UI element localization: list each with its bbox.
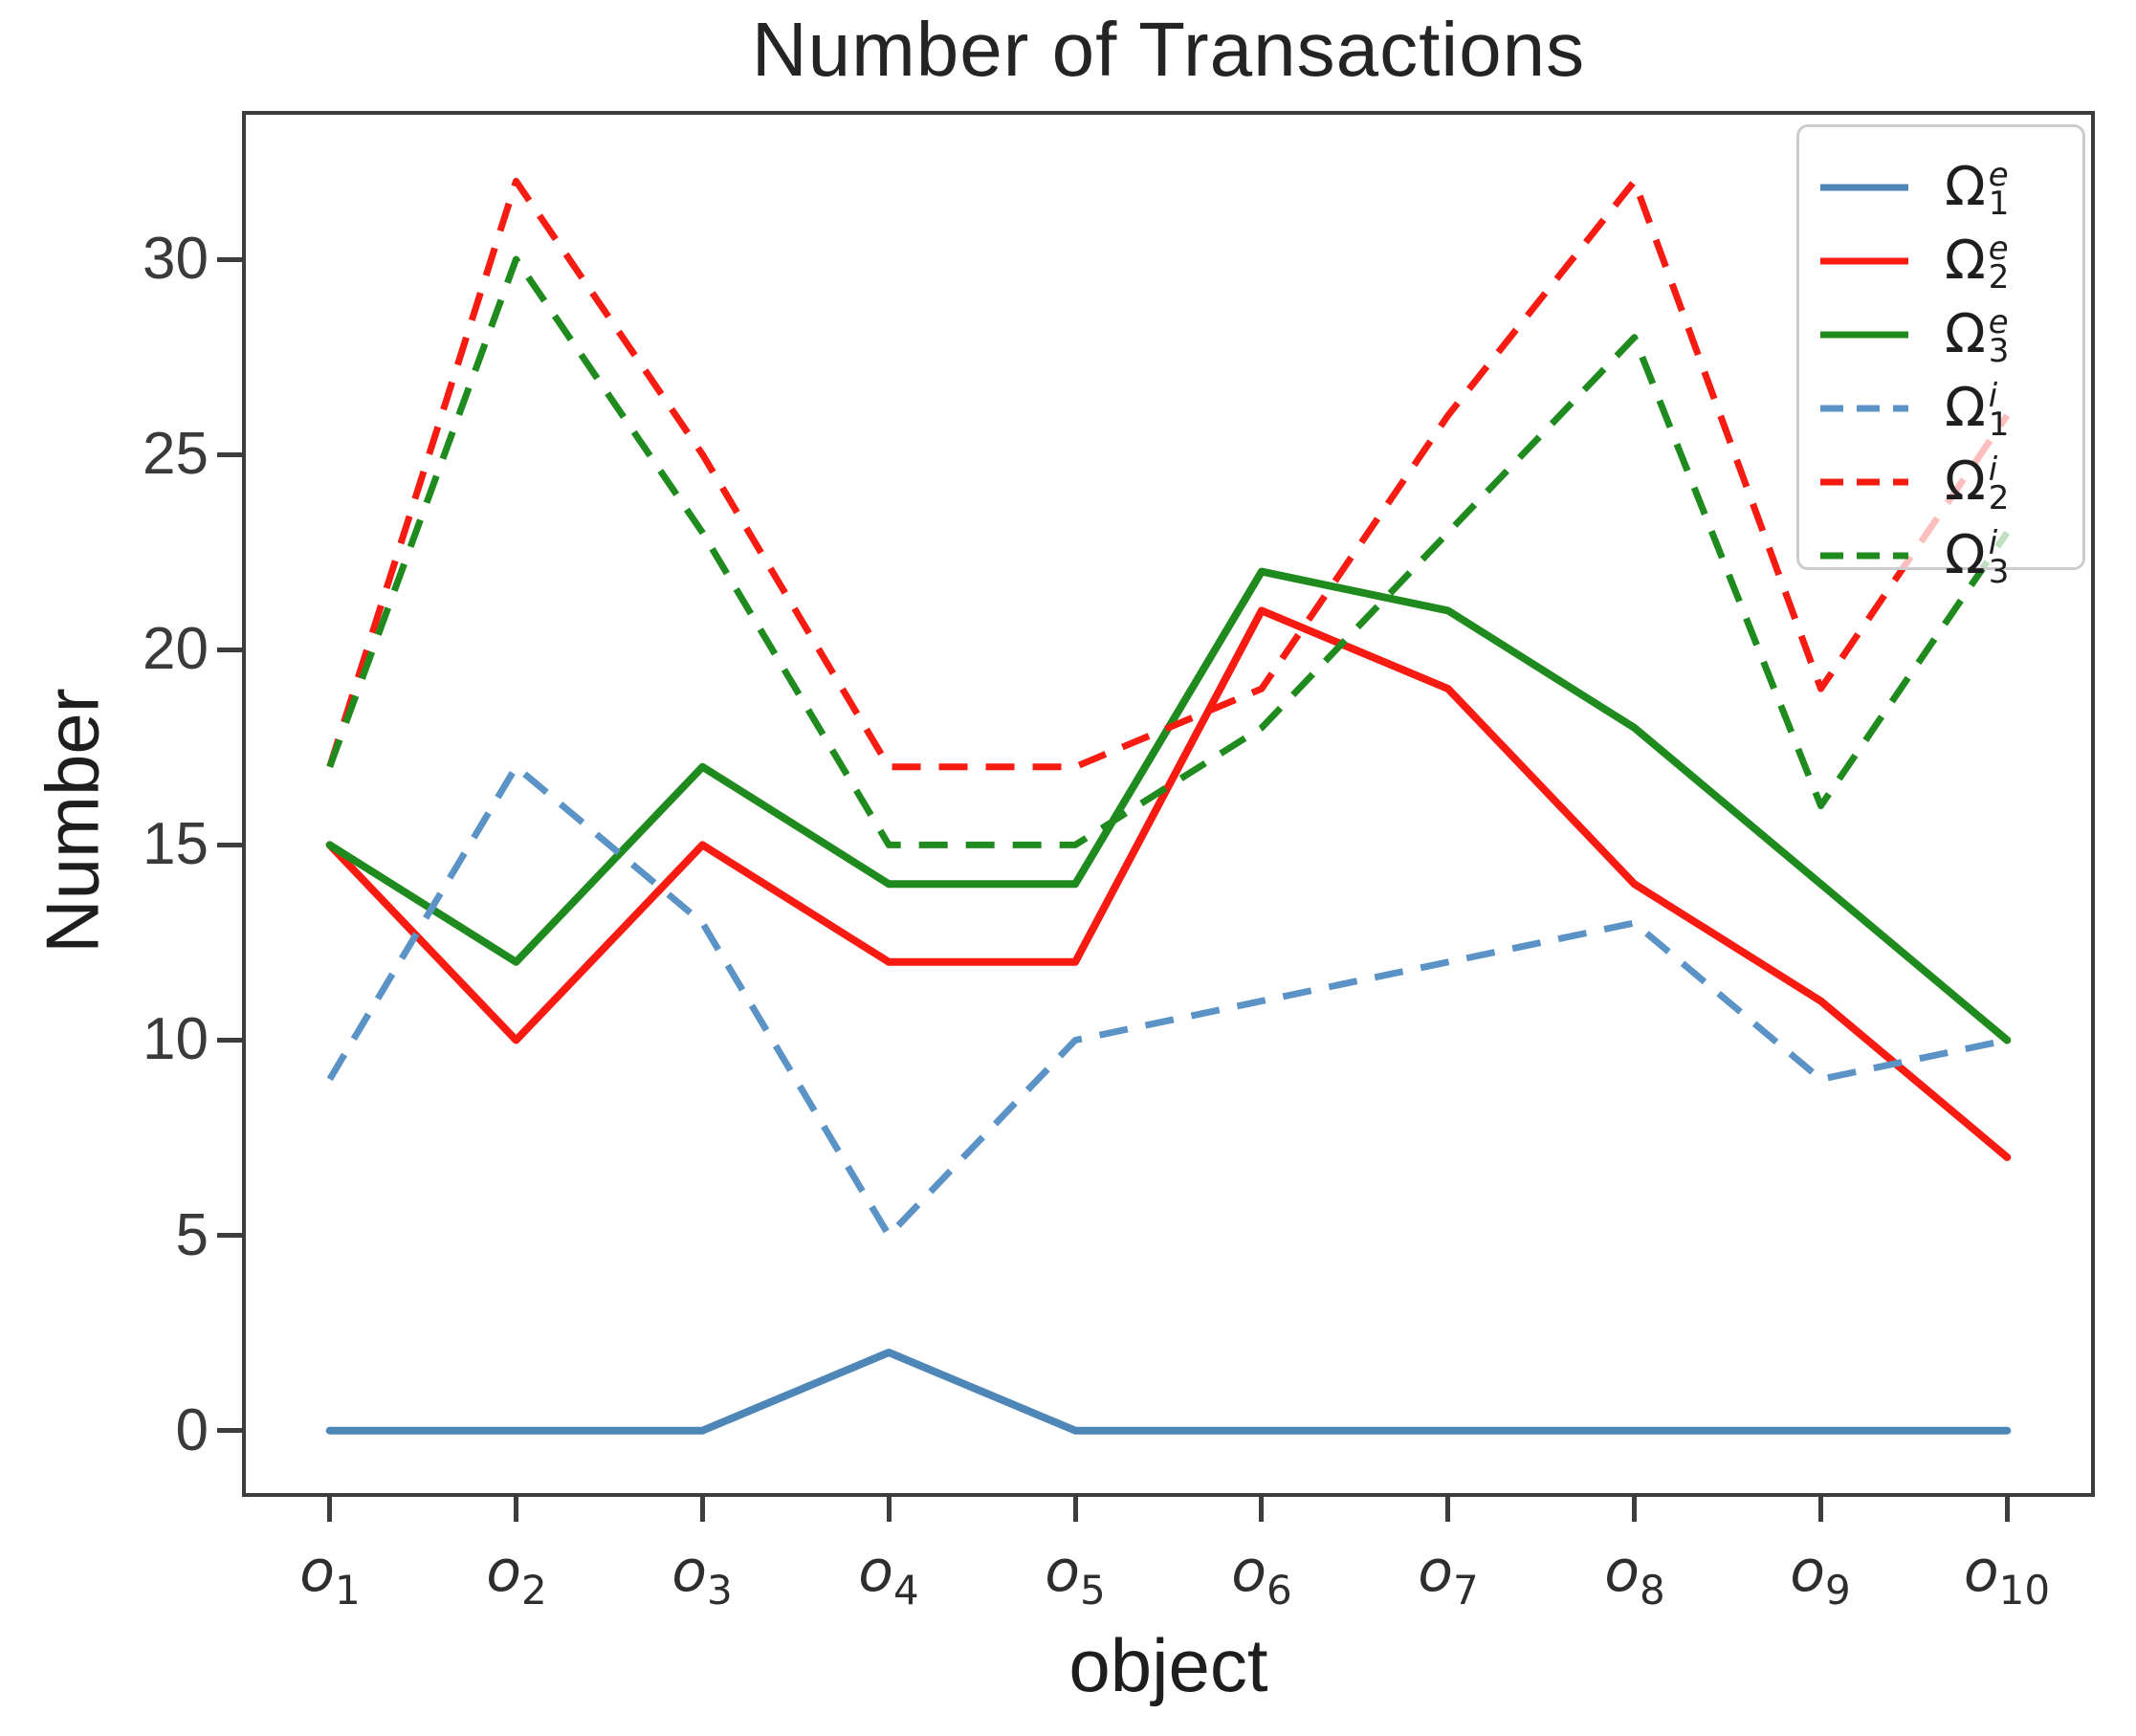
plot-area <box>242 111 2095 1497</box>
x-tick-mark-o2 <box>514 1493 518 1522</box>
series-line-Omega_2_i <box>326 177 2011 771</box>
x-tick-label-o2: o2 <box>486 1538 547 1614</box>
y-tick-label-25: 25 <box>143 421 209 487</box>
x-tick-mark-o6 <box>1259 1493 1264 1522</box>
y-tick-mark-0 <box>217 1428 242 1433</box>
y-tick-label-10: 10 <box>143 1006 209 1072</box>
legend-line-sample-Omega_2_i <box>1820 478 1908 485</box>
x-tick-mark-o3 <box>700 1493 705 1522</box>
chart-title: Number of Transactions <box>751 7 1586 92</box>
chart-canvas <box>325 177 2012 1435</box>
x-axis-label: object <box>1068 1623 1268 1707</box>
legend-line-sample-Omega_3_e <box>1820 331 1908 338</box>
x-tick-mark-o9 <box>1818 1493 1823 1522</box>
x-tick-label-o3: o3 <box>672 1538 733 1614</box>
x-tick-label-o5: o5 <box>1045 1538 1106 1614</box>
y-tick-mark-5 <box>217 1233 242 1238</box>
x-tick-mark-o5 <box>1073 1493 1078 1522</box>
legend-line-sample-Omega_1_e <box>1820 184 1908 190</box>
x-tick-label-o6: o6 <box>1231 1538 1292 1614</box>
x-tick-mark-o10 <box>2005 1493 2010 1522</box>
series-line-Omega_1_i <box>326 763 2009 1240</box>
y-tick-mark-20 <box>217 648 242 652</box>
x-tick-label-o4: o4 <box>858 1538 919 1614</box>
x-tick-label-o10: o10 <box>1963 1538 2051 1614</box>
y-tick-label-15: 15 <box>143 811 209 877</box>
x-tick-label-o9: o9 <box>1790 1538 1851 1614</box>
series-line-Omega_2_e <box>325 606 2012 1161</box>
y-tick-label-5: 5 <box>175 1202 209 1268</box>
series-line-Omega_3_i <box>326 255 2011 848</box>
x-tick-mark-o7 <box>1445 1493 1450 1522</box>
legend-line-sample-Omega_1_i <box>1820 405 1908 411</box>
y-tick-mark-25 <box>217 452 242 457</box>
y-tick-label-30: 30 <box>143 226 209 292</box>
y-tick-mark-15 <box>217 843 242 847</box>
series-line-Omega_1_e <box>325 1349 2012 1435</box>
y-tick-mark-30 <box>217 257 242 262</box>
x-tick-label-o7: o7 <box>1418 1538 1479 1614</box>
x-tick-mark-o1 <box>327 1493 332 1522</box>
y-tick-label-0: 0 <box>175 1397 209 1463</box>
x-tick-mark-o8 <box>1632 1493 1637 1522</box>
y-tick-label-20: 20 <box>143 616 209 682</box>
y-tick-mark-10 <box>217 1038 242 1043</box>
legend-line-sample-Omega_3_i <box>1820 552 1908 559</box>
x-tick-label-o8: o8 <box>1604 1538 1665 1614</box>
x-tick-mark-o4 <box>887 1493 892 1522</box>
legend-line-sample-Omega_2_e <box>1820 257 1908 264</box>
x-tick-label-o1: o1 <box>299 1538 361 1614</box>
